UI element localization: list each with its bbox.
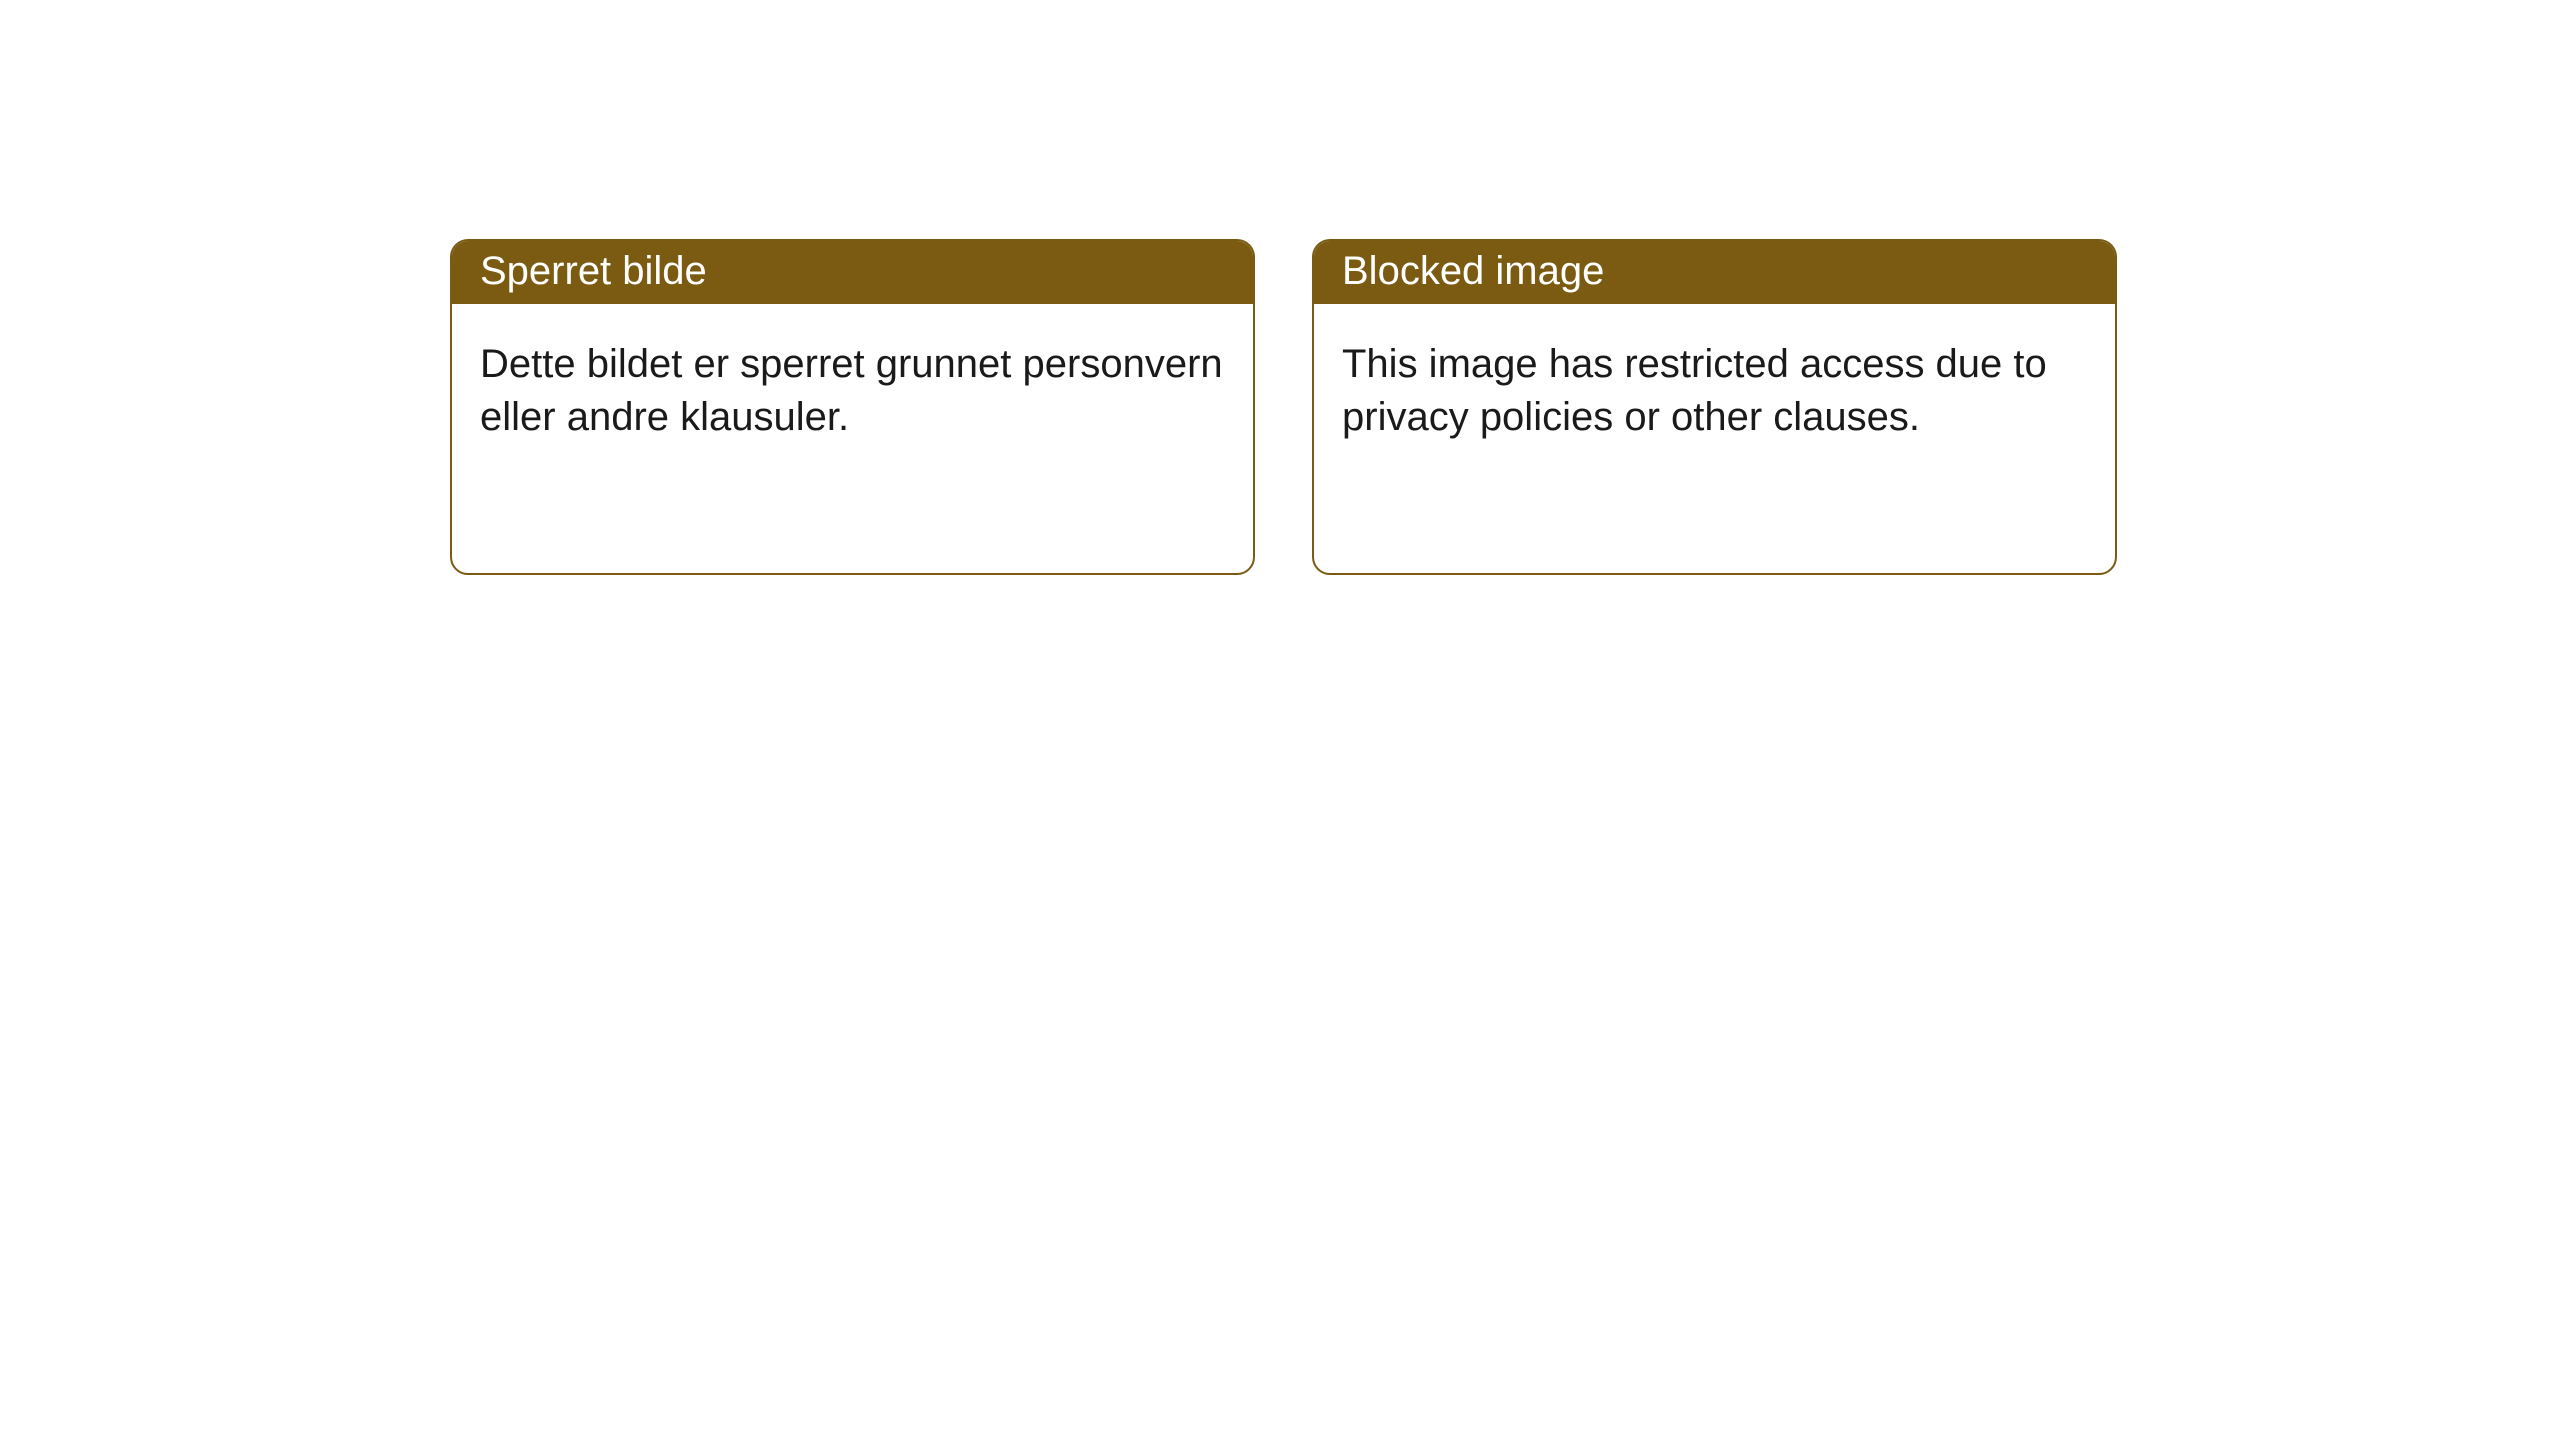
- notice-container: Sperret bilde Dette bildet er sperret gr…: [0, 0, 2560, 575]
- notice-header: Blocked image: [1314, 241, 2115, 304]
- notice-card-norwegian: Sperret bilde Dette bildet er sperret gr…: [450, 239, 1255, 575]
- notice-card-english: Blocked image This image has restricted …: [1312, 239, 2117, 575]
- notice-body: This image has restricted access due to …: [1314, 304, 2115, 472]
- notice-body: Dette bildet er sperret grunnet personve…: [452, 304, 1253, 472]
- notice-header: Sperret bilde: [452, 241, 1253, 304]
